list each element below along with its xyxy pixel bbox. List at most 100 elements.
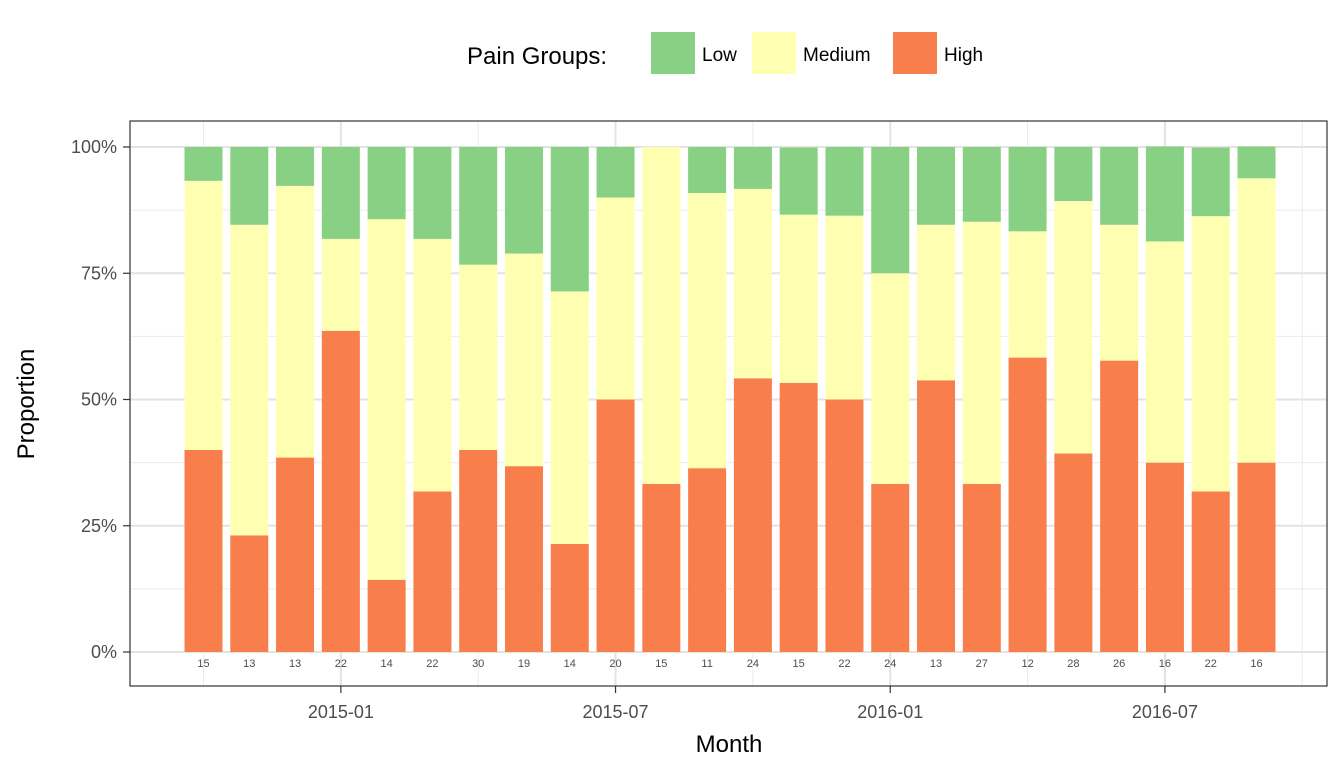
axes: 0%25%50%75%100%2015-01 2015-07 2016-01 2016… — [71, 137, 1198, 722]
legend-label-low: Low — [702, 45, 737, 66]
count-label: 22 — [1205, 658, 1217, 670]
count-label: 11 — [701, 658, 712, 670]
count-label: 15 — [197, 658, 209, 670]
y-tick-label: 50% — [81, 390, 117, 410]
bar-medium-2016-03 — [962, 221, 1001, 484]
x-tick-label: 2015-07 — [583, 702, 649, 722]
bar-medium-2015-12 — [825, 215, 864, 400]
bar-medium-2015-06 — [550, 291, 589, 544]
bar-medium-2016-04 — [1008, 231, 1047, 358]
bar-high-2015-03 — [413, 491, 452, 652]
bar-low-2015-05 — [504, 147, 543, 254]
count-label: 15 — [793, 658, 805, 670]
legend-title: Pain Groups: — [467, 43, 607, 70]
bar-medium-2014-11 — [230, 224, 269, 536]
bars — [184, 146, 1276, 652]
bar-high-2014-11 — [230, 535, 269, 652]
y-axis-title: Proportion — [13, 349, 40, 460]
bar-high-2015-11 — [779, 382, 818, 652]
count-label: 24 — [884, 658, 896, 670]
bar-high-2015-12 — [825, 399, 864, 652]
count-label: 15 — [655, 658, 667, 670]
bar-high-2015-02 — [367, 579, 406, 652]
bar-high-2016-08 — [1191, 491, 1230, 652]
count-label: 16 — [1250, 658, 1262, 670]
count-label: 24 — [747, 658, 759, 670]
bar-low-2015-07 — [596, 147, 635, 198]
bar-medium-2015-10 — [733, 188, 772, 379]
bar-medium-2015-05 — [504, 253, 543, 467]
count-label: 22 — [838, 658, 850, 670]
bar-medium-2015-08 — [642, 147, 681, 484]
bar-medium-2015-11 — [779, 214, 818, 383]
count-label: 14 — [564, 658, 576, 670]
bar-low-2016-02 — [917, 147, 956, 225]
bar-high-2016-07 — [1145, 462, 1184, 652]
panel-border — [129, 120, 1328, 687]
y-tick-label: 75% — [81, 263, 117, 283]
bar-high-2016-04 — [1008, 357, 1047, 652]
count-label: 16 — [1159, 658, 1171, 670]
legend-swatch-high — [893, 32, 937, 74]
bar-low-2015-01 — [321, 147, 360, 239]
x-tick-label: 2015-01 — [308, 702, 374, 722]
count-label: 14 — [381, 658, 393, 670]
count-labels: 15 13 13 22 14 22 30 19 14 20 15 11 24 15 22 24 13 27 12 28… — [197, 658, 1262, 670]
bar-medium-2016-08 — [1191, 216, 1230, 492]
bar-low-2015-10 — [733, 147, 772, 189]
bar-low-2016-09 — [1237, 146, 1276, 179]
bar-medium-2016-05 — [1054, 201, 1093, 454]
bar-medium-2014-10 — [184, 180, 223, 450]
bar-high-2014-10 — [184, 450, 223, 652]
bar-high-2015-05 — [504, 466, 543, 652]
x-axis-title: Month — [696, 731, 763, 758]
count-label: 28 — [1067, 658, 1079, 670]
bar-high-2016-09 — [1237, 462, 1276, 652]
bar-medium-2016-09 — [1237, 178, 1276, 463]
count-label: 13 — [930, 658, 942, 670]
bar-medium-2014-12 — [276, 185, 315, 458]
bar-low-2015-11 — [779, 147, 818, 215]
bar-high-2015-06 — [550, 543, 589, 652]
bar-low-2014-11 — [230, 147, 269, 225]
legend-label-medium: Medium — [803, 45, 871, 66]
bar-medium-2016-07 — [1145, 241, 1184, 463]
legend-swatch-medium — [752, 32, 796, 74]
count-label: 13 — [289, 658, 301, 670]
bar-low-2016-05 — [1054, 147, 1093, 202]
count-label: 30 — [472, 658, 484, 670]
count-label: 19 — [518, 658, 530, 670]
bar-low-2015-04 — [459, 147, 498, 265]
bar-low-2016-01 — [871, 147, 910, 274]
bar-low-2015-02 — [367, 147, 406, 220]
bar-high-2016-01 — [871, 483, 910, 652]
x-tick-label: 2016-01 — [857, 702, 923, 722]
legend-swatch-low — [651, 32, 695, 74]
count-label: 12 — [1021, 658, 1033, 670]
bar-low-2014-12 — [276, 147, 315, 186]
bar-low-2016-04 — [1008, 147, 1047, 232]
bar-low-2014-10 — [184, 147, 223, 181]
bar-high-2015-07 — [596, 399, 635, 652]
bar-high-2015-08 — [642, 483, 681, 652]
count-label: 13 — [243, 658, 255, 670]
bar-high-2016-03 — [962, 483, 1001, 652]
bar-medium-2015-09 — [688, 192, 727, 469]
count-label: 26 — [1113, 658, 1125, 670]
bar-high-2016-06 — [1100, 360, 1139, 652]
bar-low-2016-07 — [1145, 146, 1184, 242]
bar-low-2016-08 — [1191, 147, 1230, 217]
bar-high-2016-05 — [1054, 453, 1093, 652]
bar-low-2015-03 — [413, 147, 452, 239]
bar-low-2016-06 — [1100, 147, 1139, 225]
bar-low-2015-06 — [550, 147, 589, 292]
bar-medium-2015-07 — [596, 197, 635, 400]
bar-high-2015-09 — [688, 468, 727, 652]
count-label: 22 — [335, 658, 347, 670]
legend: Pain Groups: Low Medium High — [467, 32, 983, 74]
bar-medium-2015-01 — [321, 238, 360, 331]
bar-medium-2016-06 — [1100, 224, 1139, 361]
bar-high-2015-10 — [733, 378, 772, 652]
bar-medium-2015-02 — [367, 219, 406, 580]
count-label: 22 — [426, 658, 438, 670]
